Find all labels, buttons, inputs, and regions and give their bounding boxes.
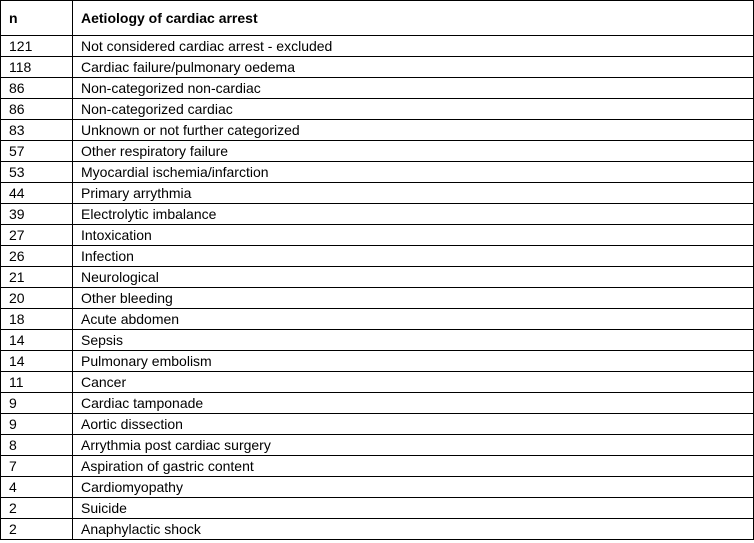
aetiology-cell: Non-categorized cardiac (72, 98, 754, 120)
aetiology-cell: Primary arrythmia (72, 182, 754, 204)
count-cell: 2 (0, 518, 73, 540)
table-row: 118 Cardiac failure/pulmonary oedema (0, 56, 754, 78)
aetiology-cell: Intoxication (72, 224, 754, 246)
count-cell: 18 (0, 308, 73, 330)
aetiology-cell: Not considered cardiac arrest - excluded (72, 35, 754, 57)
header-row: n Aetiology of cardiac arrest (0, 0, 754, 36)
aetiology-cell: Anaphylactic shock (72, 518, 754, 540)
aetiology-cell: Acute abdomen (72, 308, 754, 330)
count-cell: 86 (0, 98, 73, 120)
aetiology-cell: Aortic dissection (72, 413, 754, 435)
table-row: 57 Other respiratory failure (0, 140, 754, 162)
count-cell: 11 (0, 371, 73, 393)
table-row: 4 Cardiomyopathy (0, 476, 754, 498)
table-row: 9 Aortic dissection (0, 413, 754, 435)
aetiology-cell: Arrythmia post cardiac surgery (72, 434, 754, 456)
table-row: 86 Non-categorized cardiac (0, 98, 754, 120)
table-head: n Aetiology of cardiac arrest (0, 0, 754, 36)
table-row: 27 Intoxication (0, 224, 754, 246)
table-row: 14 Pulmonary embolism (0, 350, 754, 372)
table-row: 2 Suicide (0, 497, 754, 519)
count-cell: 83 (0, 119, 73, 141)
aetiology-cell: Pulmonary embolism (72, 350, 754, 372)
count-cell: 57 (0, 140, 73, 162)
table-row: 83 Unknown or not further categorized (0, 119, 754, 141)
table-body: 121 Not considered cardiac arrest - exclu… (0, 35, 754, 540)
table-row: 7 Aspiration of gastric content (0, 455, 754, 477)
table-row: 26 Infection (0, 245, 754, 267)
aetiology-cell: Unknown or not further categorized (72, 119, 754, 141)
count-cell: 8 (0, 434, 73, 456)
count-cell: 20 (0, 287, 73, 309)
aetiology-cell: Cancer (72, 371, 754, 393)
count-cell: 4 (0, 476, 73, 498)
table-row: 18 Acute abdomen (0, 308, 754, 330)
count-cell: 2 (0, 497, 73, 519)
count-cell: 53 (0, 161, 73, 183)
aetiology-cell: Infection (72, 245, 754, 267)
aetiology-cell: Other bleeding (72, 287, 754, 309)
count-cell: 21 (0, 266, 73, 288)
aetiology-cell: Neurological (72, 266, 754, 288)
header-cell: Aetiology of cardiac arrest (72, 0, 754, 36)
count-cell: 14 (0, 350, 73, 372)
table-row: 9 Cardiac tamponade (0, 392, 754, 414)
aetiology-cell: Non-categorized non-cardiac (72, 77, 754, 99)
count-cell: 7 (0, 455, 73, 477)
table-row: 11 Cancer (0, 371, 754, 393)
table-row: 39 Electrolytic imbalance (0, 203, 754, 225)
count-cell: 39 (0, 203, 73, 225)
aetiology-cell: Sepsis (72, 329, 754, 351)
table-row: 2 Anaphylactic shock (0, 518, 754, 540)
aetiology-cell: Myocardial ischemia/infarction (72, 161, 754, 183)
table-row: 86 Non-categorized non-cardiac (0, 77, 754, 99)
count-cell: 9 (0, 392, 73, 414)
count-cell: 9 (0, 413, 73, 435)
count-cell: 86 (0, 77, 73, 99)
aetiology-cell: Electrolytic imbalance (72, 203, 754, 225)
table-row: 20 Other bleeding (0, 287, 754, 309)
table-row: 8 Arrythmia post cardiac surgery (0, 434, 754, 456)
count-cell: 26 (0, 245, 73, 267)
aetiology-cell: Cardiac tamponade (72, 392, 754, 414)
aetiology-cell: Other respiratory failure (72, 140, 754, 162)
count-cell: 118 (0, 56, 73, 78)
aetiology-cell: Cardiac failure/pulmonary oedema (72, 56, 754, 78)
count-cell: 121 (0, 35, 73, 57)
aetiology-cell: Suicide (72, 497, 754, 519)
count-cell: 27 (0, 224, 73, 246)
count-cell: 14 (0, 329, 73, 351)
table-row: 44 Primary arrythmia (0, 182, 754, 204)
table-row: 14 Sepsis (0, 329, 754, 351)
header-cell: n (0, 0, 73, 36)
table-row: 53 Myocardial ischemia/infarction (0, 161, 754, 183)
table-row: 21 Neurological (0, 266, 754, 288)
table-row: 121 Not considered cardiac arrest - exclu… (0, 35, 754, 57)
aetiology-cell: Cardiomyopathy (72, 476, 754, 498)
count-cell: 44 (0, 182, 73, 204)
aetiology-cell: Aspiration of gastric content (72, 455, 754, 477)
